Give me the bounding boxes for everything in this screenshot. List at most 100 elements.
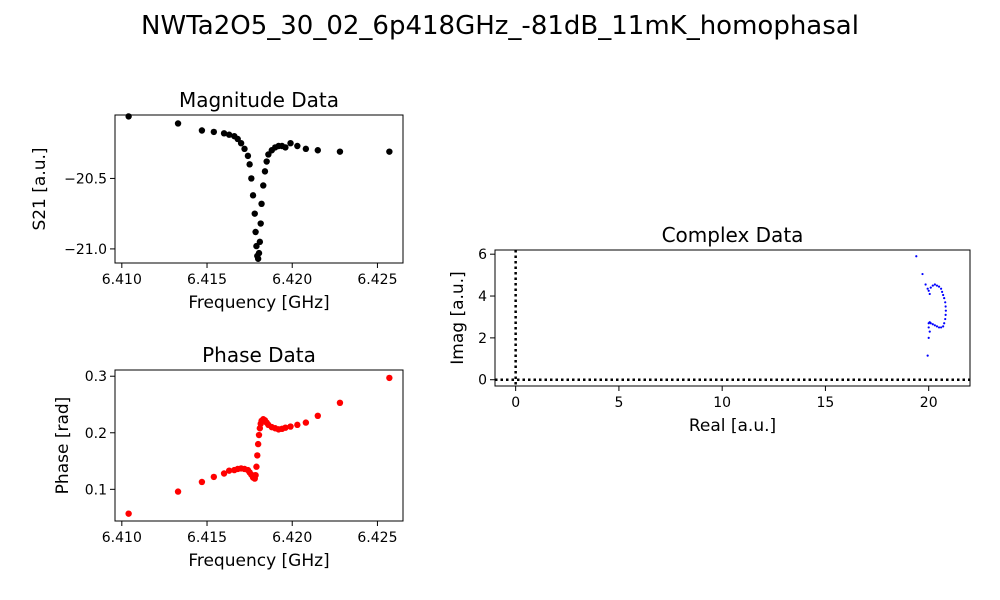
phase-data-point [125, 510, 132, 517]
phase-axes-frame [114, 369, 404, 522]
complex-data-point [944, 313, 947, 316]
magnitude-data-point [256, 238, 264, 246]
figure-suptitle: NWTa2O5_30_02_6p418GHz_-81dB_11mK_homoph… [141, 11, 859, 41]
x-tick-label: 6.425 [357, 272, 397, 288]
magnitude-data-point [198, 127, 206, 134]
complex-data-point [928, 330, 931, 333]
complex-title: Complex Data [662, 223, 804, 247]
magnitude-data-point [251, 210, 258, 217]
complex-data-point [926, 354, 929, 357]
magnitude-data-point [220, 130, 228, 137]
magnitude-data-point [294, 142, 301, 150]
complex-reference-lines [495, 250, 970, 386]
magnitude-data-point [125, 113, 132, 120]
magnitude-data-point [282, 144, 289, 151]
phase-x-label: Frequency [GHz] [188, 551, 329, 571]
complex-data-point [937, 285, 941, 288]
magnitude-data-point [302, 145, 310, 153]
complex-x-label: Real [a.u.] [689, 416, 776, 436]
magnitude-data-point [263, 158, 270, 165]
y-tick-label: 0.3 [85, 369, 107, 385]
complex-y-label: Imag [a.u.] [448, 271, 468, 364]
magnitude-data-point [261, 168, 269, 175]
phase-x-ticks: 6.410 6.415 6.420 6.425 [102, 521, 397, 546]
magnitude-plot: 6.410 6.415 6.420 6.425 −20.5 −21.0 Magnitud… [30, 88, 404, 313]
x-tick-label: 6.415 [187, 272, 227, 288]
x-tick-label: 6.410 [102, 530, 142, 546]
complex-data-point [941, 290, 944, 293]
complex-data-point [944, 317, 947, 321]
magnitude-data-point [237, 139, 245, 147]
complex-data-point [937, 326, 941, 329]
phase-data-point [220, 470, 228, 477]
y-tick-label: 6 [478, 247, 487, 263]
complex-data-point [926, 287, 929, 290]
complex-data-point [927, 336, 930, 339]
x-tick-label: 10 [713, 395, 731, 411]
complex-data-point [931, 323, 934, 326]
magnitude-data-point [248, 175, 255, 182]
complex-data-point [928, 292, 931, 296]
complex-data-point [944, 305, 947, 308]
magnitude-axes-frame [114, 114, 404, 264]
phase-data-point [287, 423, 294, 430]
y-tick-label: 4 [478, 289, 487, 305]
complex-data-point [939, 287, 943, 290]
phase-data-point [174, 488, 182, 495]
magnitude-data-point [249, 192, 257, 199]
complex-data-point [944, 301, 947, 304]
x-tick-label: 6.410 [102, 272, 142, 288]
phase-data-point [198, 478, 206, 486]
phase-data-point [302, 419, 310, 426]
x-tick-label: 6.425 [357, 530, 397, 546]
phase-data-point [252, 471, 259, 479]
phase-data-point [314, 412, 321, 420]
magnitude-data-point [255, 249, 263, 257]
phase-data-point [386, 374, 393, 382]
magnitude-data-point [258, 200, 265, 207]
complex-data-point [921, 272, 924, 276]
x-tick-label: 20 [920, 395, 938, 411]
phase-y-ticks: 0.1 0.2 0.3 [85, 369, 115, 498]
magnitude-y-label: S21 [a.u.] [30, 147, 50, 230]
phase-y-label: Phase [rad] [53, 397, 73, 495]
complex-plot: 0 5 10 15 20 0 2 4 6 Complex Data Real [a.u.] I… [448, 223, 971, 436]
phase-markers [125, 374, 393, 517]
magnitude-data-point [257, 220, 264, 227]
y-tick-label: 0.1 [85, 482, 107, 498]
phase-data-point [254, 440, 262, 448]
phase-data-point [253, 463, 260, 470]
complex-data-point [935, 284, 939, 287]
x-tick-label: 5 [614, 395, 623, 411]
y-tick-label: −20.5 [64, 171, 107, 187]
magnitude-y-ticks: −20.5 −21.0 [64, 171, 115, 258]
complex-data-point [933, 324, 936, 327]
magnitude-data-point [287, 139, 294, 147]
complex-data-point [927, 289, 930, 292]
phase-plot: 6.410 6.415 6.420 6.425 0.1 0.2 0.3 Phase Dat… [53, 343, 404, 571]
complex-data-point [927, 322, 930, 325]
complex-data-point [939, 326, 943, 329]
x-tick-label: 15 [817, 395, 835, 411]
magnitude-data-point [254, 255, 262, 262]
complex-data-point [931, 284, 934, 287]
magnitude-data-point [252, 228, 259, 236]
complex-data-point [927, 326, 930, 329]
phase-data-point [225, 467, 233, 474]
complex-data-point [942, 293, 945, 297]
complex-data-point [933, 283, 936, 286]
y-tick-label: −21.0 [64, 242, 107, 258]
complex-data-point [942, 325, 945, 328]
x-tick-label: 6.420 [272, 272, 312, 288]
magnitude-data-point [241, 145, 248, 153]
phase-data-point [254, 452, 261, 459]
magnitude-data-point [225, 131, 233, 138]
magnitude-data-point [244, 152, 252, 160]
y-tick-label: 0 [478, 373, 487, 389]
phase-title: Phase Data [202, 343, 316, 367]
magnitude-x-ticks: 6.410 6.415 6.420 6.425 [102, 263, 397, 288]
complex-data-point [944, 309, 947, 312]
magnitude-data-point [246, 161, 253, 168]
complex-markers [915, 255, 947, 357]
